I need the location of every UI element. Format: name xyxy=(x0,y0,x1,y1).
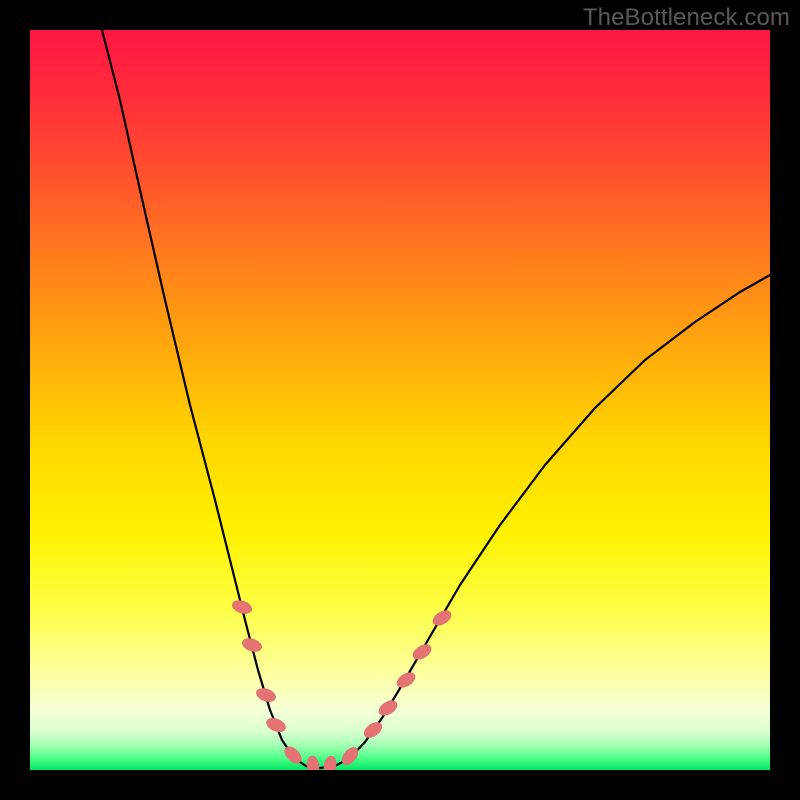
plot-area xyxy=(30,30,770,770)
gradient-background xyxy=(30,30,770,770)
plot-svg xyxy=(30,30,770,770)
chart-frame: TheBottleneck.com xyxy=(0,0,800,800)
watermark-text: TheBottleneck.com xyxy=(583,4,790,32)
